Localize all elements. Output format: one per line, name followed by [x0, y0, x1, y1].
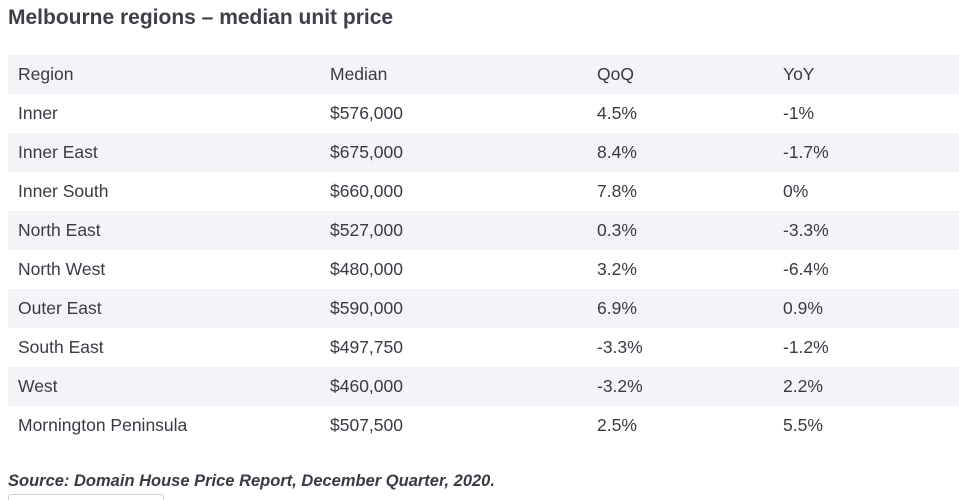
- cell-yoy: 0%: [783, 181, 809, 201]
- cell-median: $576,000: [330, 103, 403, 123]
- cell-median: $480,000: [330, 259, 403, 279]
- cell-region: Inner South: [18, 181, 109, 201]
- cell-median: $660,000: [330, 181, 403, 201]
- cell-region: North East: [8, 211, 320, 250]
- table-header-row: Region Median QoQ YoY: [8, 55, 959, 94]
- cell-median: $497,750: [330, 337, 403, 357]
- table-row: South East $497,750 -3.3% -1.2%: [8, 328, 959, 367]
- cell-qoq: 8.4%: [587, 133, 773, 172]
- cell-median: $527,000: [320, 211, 587, 250]
- table-title: Melbourne regions – median unit price: [8, 6, 394, 29]
- cell-yoy: -1%: [783, 103, 815, 123]
- cell-yoy: -1.2%: [783, 337, 829, 357]
- table-row: North West $480,000 3.2% -6.4%: [8, 250, 959, 289]
- cell-median: $460,000: [320, 367, 587, 406]
- cell-region: Outer East: [8, 289, 320, 328]
- cell-yoy: 0.9%: [773, 289, 959, 328]
- column-header-median: Median: [320, 55, 587, 94]
- table-row: West $460,000 -3.2% 2.2%: [8, 367, 959, 406]
- cell-qoq: 0.3%: [587, 211, 773, 250]
- cell-qoq: 4.5%: [597, 103, 637, 123]
- table-row: Inner East $675,000 8.4% -1.7%: [8, 133, 959, 172]
- cell-qoq: -3.2%: [587, 367, 773, 406]
- source-caption: Source: Domain House Price Report, Decem…: [8, 472, 495, 490]
- median-unit-price-table: Region Median QoQ YoY Inner $576,000 4.5…: [8, 55, 959, 445]
- column-header-region: Region: [8, 55, 320, 94]
- cell-yoy: -6.4%: [783, 259, 829, 279]
- cell-region: South East: [18, 337, 104, 357]
- table-row: North East $527,000 0.3% -3.3%: [8, 211, 959, 250]
- table-row: Inner South $660,000 7.8% 0%: [8, 172, 959, 211]
- partially-visible-element: [8, 494, 164, 500]
- cell-region: West: [8, 367, 320, 406]
- table-row: Mornington Peninsula $507,500 2.5% 5.5%: [8, 406, 959, 445]
- cell-median: $590,000: [320, 289, 587, 328]
- cell-yoy: 2.2%: [773, 367, 959, 406]
- cell-qoq: 2.5%: [597, 415, 637, 435]
- cell-region: North West: [18, 259, 106, 279]
- cell-yoy: -1.7%: [773, 133, 959, 172]
- cell-median: $675,000: [320, 133, 587, 172]
- table-row: Inner $576,000 4.5% -1%: [8, 94, 959, 133]
- table-row: Outer East $590,000 6.9% 0.9%: [8, 289, 959, 328]
- cell-yoy: 5.5%: [783, 415, 823, 435]
- cell-region: Mornington Peninsula: [18, 415, 188, 435]
- cell-qoq: 7.8%: [597, 181, 637, 201]
- column-header-yoy: YoY: [773, 55, 959, 94]
- cell-yoy: -3.3%: [773, 211, 959, 250]
- cell-qoq: 6.9%: [587, 289, 773, 328]
- cell-median: $507,500: [330, 415, 403, 435]
- cell-qoq: 3.2%: [597, 259, 637, 279]
- cell-qoq: -3.3%: [597, 337, 643, 357]
- cell-region: Inner East: [8, 133, 320, 172]
- cell-region: Inner: [18, 103, 58, 123]
- column-header-qoq: QoQ: [587, 55, 773, 94]
